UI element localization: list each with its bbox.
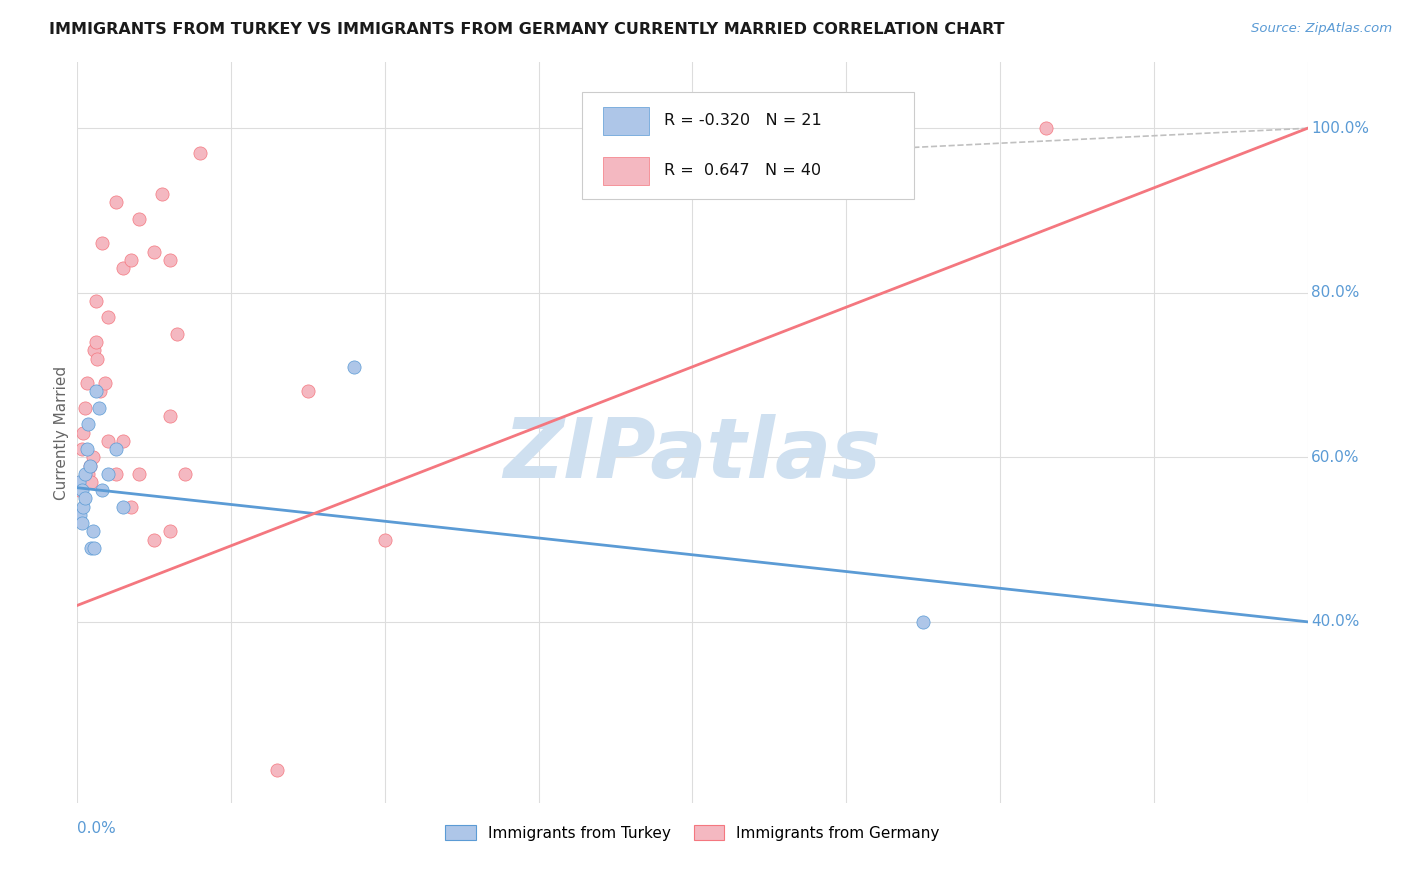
Point bbox=[83, 541, 105, 555]
Text: R =  0.647   N = 40: R = 0.647 N = 40 bbox=[664, 163, 821, 178]
Point bbox=[128, 467, 150, 481]
Point bbox=[166, 326, 188, 341]
Point bbox=[112, 500, 135, 514]
Point bbox=[69, 475, 91, 489]
Point bbox=[297, 384, 319, 399]
Text: 0.0%: 0.0% bbox=[77, 822, 117, 837]
Point bbox=[79, 458, 101, 473]
Text: 80.0%: 80.0% bbox=[1312, 285, 1360, 301]
Point bbox=[79, 458, 101, 473]
Point bbox=[82, 524, 104, 539]
Point bbox=[82, 450, 104, 465]
Text: 60.0%: 60.0% bbox=[1312, 450, 1360, 465]
Point bbox=[143, 533, 166, 547]
Text: R = -0.320   N = 21: R = -0.320 N = 21 bbox=[664, 113, 823, 128]
Point bbox=[188, 145, 212, 160]
Point bbox=[70, 442, 93, 456]
Point bbox=[343, 359, 366, 374]
Point bbox=[69, 508, 91, 522]
Point bbox=[72, 425, 94, 440]
Y-axis label: Currently Married: Currently Married bbox=[53, 366, 69, 500]
Point bbox=[1035, 121, 1057, 136]
Point bbox=[89, 384, 111, 399]
Point bbox=[97, 310, 120, 325]
Point bbox=[912, 615, 935, 629]
Point bbox=[143, 244, 166, 259]
Bar bbox=[603, 107, 650, 135]
Point bbox=[97, 434, 120, 448]
Point bbox=[86, 351, 108, 366]
Point bbox=[150, 187, 173, 202]
Point bbox=[94, 376, 117, 391]
Bar bbox=[603, 157, 650, 185]
Point bbox=[374, 533, 396, 547]
Text: Source: ZipAtlas.com: Source: ZipAtlas.com bbox=[1251, 22, 1392, 36]
Point bbox=[80, 475, 103, 489]
Point bbox=[128, 211, 150, 226]
Point bbox=[159, 252, 181, 267]
Point bbox=[80, 541, 103, 555]
Point bbox=[84, 335, 107, 350]
Point bbox=[120, 500, 142, 514]
FancyBboxPatch shape bbox=[582, 92, 914, 200]
Point bbox=[159, 524, 181, 539]
Point bbox=[72, 500, 94, 514]
Point bbox=[73, 467, 96, 481]
Point bbox=[77, 417, 100, 432]
Point bbox=[87, 401, 110, 415]
Point bbox=[73, 491, 96, 506]
Point bbox=[159, 409, 181, 424]
Point bbox=[104, 442, 127, 456]
Point bbox=[84, 293, 107, 308]
Point bbox=[77, 467, 100, 481]
Point bbox=[83, 343, 105, 358]
Point bbox=[76, 442, 98, 456]
Point bbox=[70, 516, 93, 530]
Point bbox=[67, 483, 90, 498]
Point bbox=[120, 252, 142, 267]
Point bbox=[174, 467, 197, 481]
Point bbox=[97, 467, 120, 481]
Point bbox=[70, 483, 93, 498]
Text: ZIPatlas: ZIPatlas bbox=[503, 414, 882, 495]
Text: IMMIGRANTS FROM TURKEY VS IMMIGRANTS FROM GERMANY CURRENTLY MARRIED CORRELATION : IMMIGRANTS FROM TURKEY VS IMMIGRANTS FRO… bbox=[49, 22, 1005, 37]
Point bbox=[76, 376, 98, 391]
Point bbox=[104, 195, 127, 210]
Legend: Immigrants from Turkey, Immigrants from Germany: Immigrants from Turkey, Immigrants from … bbox=[439, 819, 946, 847]
Text: 40.0%: 40.0% bbox=[1312, 615, 1360, 630]
Point bbox=[67, 475, 90, 489]
Point bbox=[266, 763, 288, 777]
Point bbox=[84, 384, 107, 399]
Point bbox=[90, 483, 114, 498]
Text: 100.0%: 100.0% bbox=[1312, 120, 1369, 136]
Point bbox=[104, 467, 127, 481]
Point bbox=[73, 401, 96, 415]
Point bbox=[112, 434, 135, 448]
Point bbox=[112, 261, 135, 276]
Point bbox=[90, 236, 114, 251]
